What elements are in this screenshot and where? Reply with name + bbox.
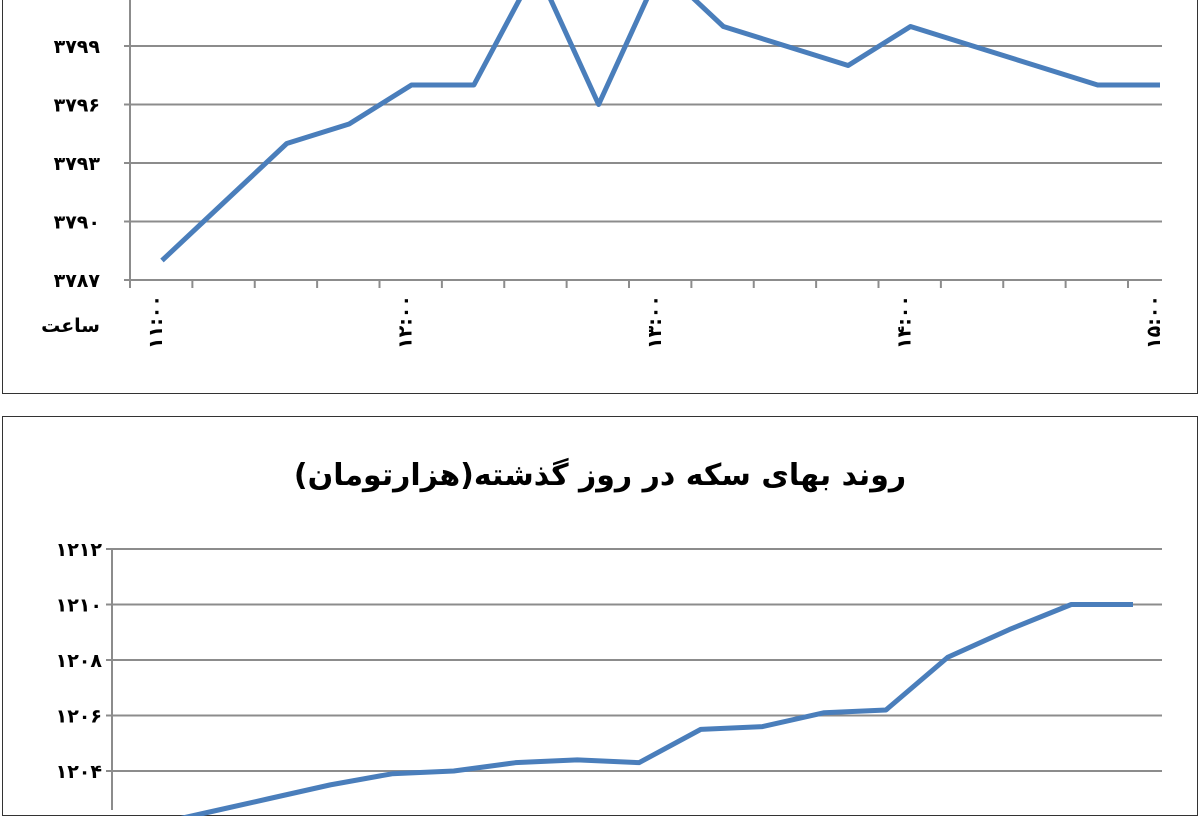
top-x-tick-label-0: ۱۱:۰۰: [145, 295, 167, 349]
top-y-tick-label-2: ۳۷۹۳: [54, 153, 101, 175]
top-y-tick-label-1: ۳۷۹۰: [54, 212, 100, 234]
bottom-y-tick-label-1: ۱۲۰۶: [56, 706, 102, 728]
top-chart-x-axis-title: ساعت: [41, 315, 100, 337]
bottom-y-tick-label-2: ۱۲۰۸: [56, 650, 103, 672]
bottom-chart-series: [145, 605, 1133, 816]
top-x-tick-label-2: ۱۳:۰۰: [644, 295, 666, 349]
bottom-y-tick-label-0: ۱۲۰۴: [56, 761, 102, 783]
bottom-y-tick-label-4: ۱۲۱۲: [56, 539, 103, 561]
top-y-tick-label-0: ۳۷۸۷: [54, 270, 101, 292]
bottom-chart-title: روند بهای سکه در روز گذشته(هزارتومان): [294, 457, 906, 493]
bottom-y-tick-label-3: ۱۲۱۰: [56, 595, 102, 617]
top-chart-x-tick-labels: ۱۱:۰۰ ۱۲:۰۰ ۱۳:۰۰ ۱۴:۰۰ ۱۵:۰۰: [145, 295, 1165, 349]
top-chart-gridlines: [124, 46, 1162, 280]
top-x-tick-label-4: ۱۵:۰۰: [1143, 295, 1165, 349]
top-x-tick-label-3: ۱۴:۰۰: [894, 295, 916, 349]
bottom-series-line: [145, 605, 1133, 816]
top-y-tick-label-3: ۳۷۹۶: [54, 95, 100, 117]
top-chart-y-tick-labels: ۳۷۸۷ ۳۷۹۰ ۳۷۹۳ ۳۷۹۶ ۳۷۹۹: [54, 36, 101, 292]
top-y-tick-label-4: ۳۷۹۹: [54, 36, 101, 58]
bottom-chart-gridlines: [106, 549, 1162, 771]
bottom-chart-y-tick-labels: ۱۲۰۴ ۱۲۰۶ ۱۲۰۸ ۱۲۱۰ ۱۲۱۲: [56, 539, 103, 783]
top-x-tick-label-1: ۱۲:۰۰: [395, 295, 417, 349]
